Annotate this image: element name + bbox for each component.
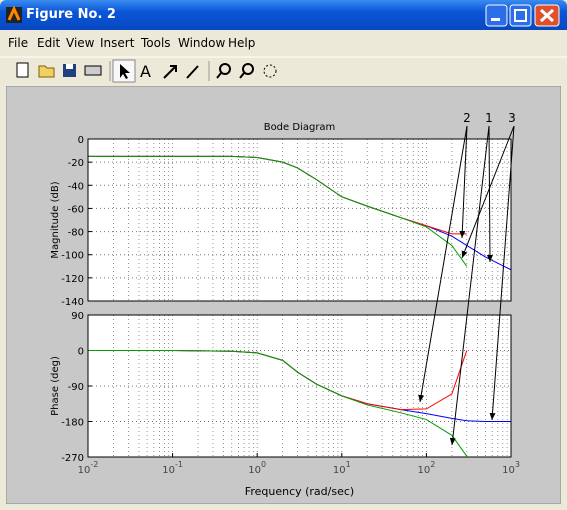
menu-item[interactable]: Insert	[100, 36, 135, 50]
y-tick-label: -20	[68, 158, 84, 169]
y-tick-label: -180	[61, 418, 84, 429]
x-tick-label: 100	[248, 460, 266, 476]
y-tick-label: -40	[68, 181, 84, 192]
annotation-arrow	[489, 125, 515, 421]
menu-item[interactable]: Help	[228, 36, 256, 50]
y-tick-label: -140	[61, 297, 84, 308]
menu-item[interactable]: View	[66, 36, 95, 50]
annotation-label: 1	[485, 111, 493, 125]
y-tick-label: 90	[71, 311, 84, 322]
annotation-arrow	[461, 125, 515, 259]
annotation-arrow	[449, 125, 490, 446]
chart-title: Bode Diagram	[264, 122, 336, 133]
x-axis-label: Frequency (rad/sec)	[245, 485, 354, 498]
y-tick-label: -60	[68, 204, 84, 215]
menu-item[interactable]: Window	[178, 36, 226, 50]
x-tick-label: 102	[417, 460, 435, 476]
menu-item[interactable]: File	[8, 36, 29, 50]
y-tick-label: -100	[61, 251, 84, 262]
y-tick-label: 0	[78, 347, 84, 358]
toolbar: A	[0, 56, 567, 83]
plot-area	[88, 139, 511, 301]
annotation-label: 2	[463, 111, 471, 125]
x-tick-label: 103	[502, 460, 520, 476]
x-tick-label: 101	[333, 460, 351, 476]
annotation-arrow	[418, 125, 468, 403]
y-tick-label: -120	[61, 274, 84, 285]
series-line	[88, 155, 468, 267]
title-bar: Figure No. 2	[0, 0, 567, 30]
x-tick-label: 10-2	[78, 460, 99, 476]
y-axis-label: Magnitude (dB)	[50, 181, 61, 258]
svg-text:A: A	[140, 62, 151, 81]
axes-box	[87, 138, 512, 302]
plot-area	[88, 315, 511, 457]
annotation-arrow	[486, 125, 493, 263]
y-tick-label: 0	[78, 135, 84, 146]
menu-item[interactable]: Edit	[37, 36, 61, 50]
y-tick-label: -270	[61, 453, 84, 464]
series-line	[88, 350, 468, 457]
axes-box	[87, 314, 512, 458]
y-tick-label: -80	[68, 228, 84, 239]
menu-item[interactable]: Tools	[141, 36, 171, 50]
y-tick-label: -90	[68, 382, 84, 393]
y-axis-label: Phase (deg)	[50, 356, 61, 416]
annotation-arrow	[459, 125, 468, 239]
menu-bar: File Edit View Insert Tools Window Help	[0, 32, 567, 54]
window-title: Figure No. 2	[26, 7, 116, 22]
title-icons	[6, 4, 560, 27]
figure: 0 -20 -40 -60 -80 -100 -120 -140 Magnitude (dB) B…	[6, 86, 561, 504]
annotation-label: 3	[508, 111, 516, 125]
x-tick-label: 10-1	[162, 460, 183, 476]
